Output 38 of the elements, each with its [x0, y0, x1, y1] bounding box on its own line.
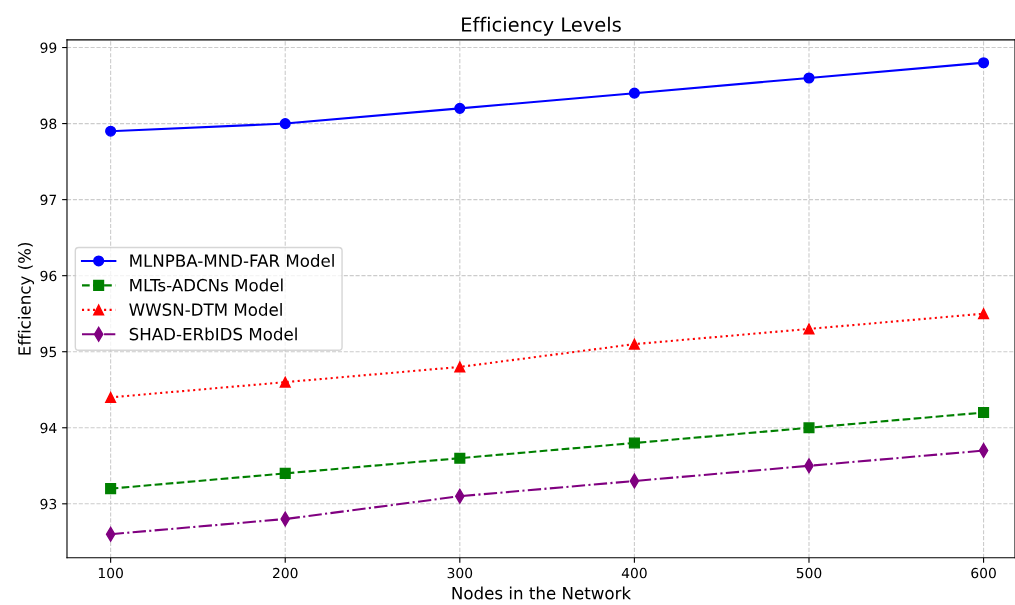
point [105, 483, 117, 495]
x-tick-label: 300 [447, 567, 473, 579]
y-tick-label: 98 [40, 118, 57, 130]
point [978, 57, 990, 69]
chart-title: Efficiency Levels [462, 16, 621, 36]
y-axis-title: Efficiency (%) [17, 242, 35, 355]
point [454, 452, 466, 464]
point [279, 467, 291, 479]
legend-label: MLTs-ADCNs Model [130, 278, 283, 292]
y-tick-label: 96 [40, 270, 57, 282]
y-tick-label: 95 [40, 346, 57, 358]
point [628, 338, 640, 350]
y-tick-label: 93 [40, 498, 57, 510]
point [279, 376, 291, 388]
point [454, 361, 466, 373]
x-tick-label: 500 [796, 567, 822, 579]
legend-label: WWSN-DTM Model [129, 303, 282, 316]
x-tick-label: 400 [621, 567, 647, 579]
point [105, 125, 117, 137]
x-tick-label: 600 [971, 567, 996, 579]
y-tick-label: 97 [40, 194, 57, 206]
x-tick-label: 200 [272, 567, 298, 579]
y-tick-label: 99 [40, 42, 57, 54]
point [454, 102, 466, 114]
point [803, 72, 815, 84]
legend-label: MLNPBA-MND-FAR Model [130, 254, 334, 268]
point [803, 422, 815, 434]
legend-label: SHAD-ERbIDS Model [129, 327, 297, 341]
point [105, 391, 117, 403]
point [803, 323, 815, 335]
point [279, 118, 291, 130]
x-tick-label: 100 [98, 567, 123, 579]
point [978, 308, 990, 320]
point [978, 407, 990, 419]
point [628, 87, 640, 99]
x-axis-title: Nodes in the Network [452, 586, 632, 600]
point [628, 437, 640, 449]
y-tick-label: 94 [40, 422, 57, 434]
